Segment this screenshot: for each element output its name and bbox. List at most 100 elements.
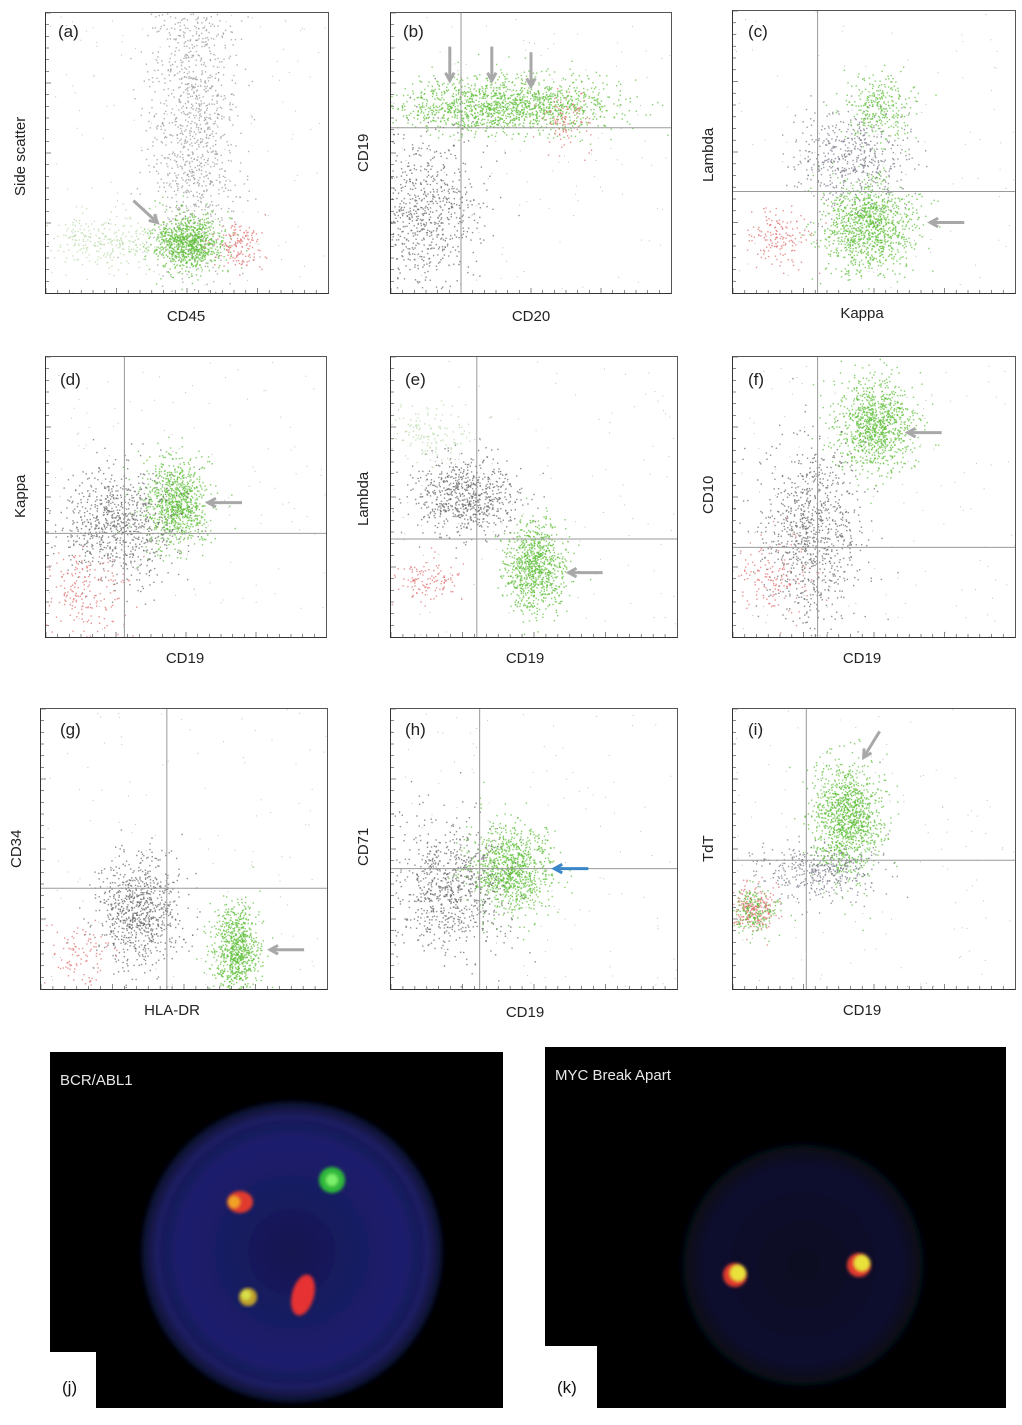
panel-label-h: (h) xyxy=(405,720,426,739)
axis-ticks xyxy=(733,11,1004,293)
plot-frame-f xyxy=(732,356,1016,638)
y-axis-label-i: TdT xyxy=(700,835,717,862)
x-axis-label-d: CD19 xyxy=(165,650,205,667)
arrow-1 xyxy=(551,862,589,875)
plot-frame-g xyxy=(40,708,328,990)
population-1 xyxy=(391,53,669,145)
fish-title-k: MYC Break Apart xyxy=(555,1067,671,1084)
population-3 xyxy=(128,195,248,291)
y-axis-label-d: Kappa xyxy=(12,474,29,518)
fish-signal-j-1 xyxy=(227,1191,253,1213)
population-4 xyxy=(391,547,465,607)
population-2 xyxy=(391,78,520,290)
x-axis-label-b: CD20 xyxy=(511,308,551,325)
fish-signal-k-1 xyxy=(723,1263,747,1287)
axis-ticks xyxy=(46,357,315,637)
plot-frame-d xyxy=(45,356,327,638)
noise-events xyxy=(49,15,326,293)
noise-events xyxy=(391,17,671,290)
population-2 xyxy=(66,829,201,989)
x-axis-label-c: Kappa xyxy=(840,305,884,322)
population-2 xyxy=(782,95,928,228)
arrow-1 xyxy=(904,426,942,439)
population-3 xyxy=(532,88,593,161)
panel-b: (b) CD19 CD20 xyxy=(345,0,685,340)
fish-image-j xyxy=(142,1102,442,1402)
axis-ticks xyxy=(391,709,666,989)
arrow-1 xyxy=(266,944,305,956)
y-axis-label-b: CD19 xyxy=(355,133,372,172)
fish-tag-k: (k) xyxy=(545,1346,597,1408)
population-1 xyxy=(117,436,236,568)
panel-c: (c) Lambda Kappa xyxy=(690,0,1022,340)
panel-h: (h) CD71 CD19 xyxy=(345,700,685,1040)
arrow-3 xyxy=(525,52,537,90)
population-4 xyxy=(733,880,796,944)
panel-d: (d) Kappa CD19 xyxy=(0,350,340,690)
x-axis-label-a: CD45 xyxy=(166,308,206,325)
arrow-1 xyxy=(862,730,881,761)
fish-signal-k-2 xyxy=(847,1253,871,1277)
scatter-c xyxy=(733,11,1015,293)
fish-signal-j-4 xyxy=(291,1274,315,1316)
nucleus-ring-j xyxy=(153,1113,431,1391)
noise-events xyxy=(734,11,1014,291)
fish-signal-j-3 xyxy=(239,1288,257,1306)
arrow-2 xyxy=(486,46,498,84)
x-axis-label-i: CD19 xyxy=(842,1002,882,1019)
x-axis-label-e: CD19 xyxy=(505,650,545,667)
x-axis-label-h: CD19 xyxy=(505,1004,545,1021)
plot-frame-a xyxy=(45,12,329,294)
scatter-b xyxy=(391,13,671,293)
fish-title-j: BCR/ABL1 xyxy=(60,1072,133,1089)
noise-events xyxy=(733,365,1015,637)
x-axis-label-f: CD19 xyxy=(842,650,882,667)
population-3 xyxy=(738,517,828,634)
axis-ticks xyxy=(41,709,316,989)
scatter-g xyxy=(41,709,327,989)
fish-panel-j: BCR/ABL1 (j) xyxy=(50,1052,503,1408)
scatter-e xyxy=(391,357,677,637)
fish-label-k: (k) xyxy=(557,1378,577,1397)
x-axis-label-g: HLA-DR xyxy=(144,1002,200,1019)
arrow-1 xyxy=(565,566,603,579)
plot-frame-b xyxy=(390,12,672,294)
nucleus-j xyxy=(142,1102,442,1402)
noise-events xyxy=(42,709,327,988)
noise-events xyxy=(49,362,326,637)
population-2 xyxy=(392,772,536,988)
panel-label-f: (f) xyxy=(748,370,765,389)
population-4 xyxy=(203,213,268,276)
population-1 xyxy=(789,738,900,932)
plot-frame-e xyxy=(390,356,678,638)
arrow-1 xyxy=(204,496,242,509)
y-axis-label-g: CD34 xyxy=(8,829,25,868)
panel-label-b: (b) xyxy=(403,22,424,41)
plot-frame-c xyxy=(732,10,1016,294)
axis-ticks xyxy=(391,13,660,293)
scatter-a xyxy=(46,13,326,293)
y-axis-label-a: Side scatter xyxy=(12,116,29,196)
noise-events xyxy=(391,713,677,989)
arrow-1 xyxy=(444,46,456,84)
y-axis-label-e: Lambda xyxy=(355,471,372,526)
population-1 xyxy=(196,866,274,989)
population-1 xyxy=(494,497,592,635)
panel-label-e: (e) xyxy=(405,370,426,389)
population-1 xyxy=(107,13,261,293)
population-2 xyxy=(748,814,909,916)
arrow-1 xyxy=(927,216,965,229)
panel-a: (a) Side scatter CD45 xyxy=(0,0,340,340)
panel-e: (e) Lambda CD19 xyxy=(345,350,685,690)
panel-label-d: (d) xyxy=(60,370,81,389)
noise-events xyxy=(392,360,677,636)
scatter-i xyxy=(733,709,1015,989)
population-2 xyxy=(392,438,545,559)
noise-events xyxy=(734,709,1015,987)
arrow-1 xyxy=(132,199,160,225)
nucleus-k xyxy=(681,1143,925,1387)
population-4 xyxy=(746,205,827,275)
panel-g: (g) CD34 HLA-DR xyxy=(0,700,340,1040)
panel-label-g: (g) xyxy=(60,720,81,739)
plot-frame-h xyxy=(390,708,678,990)
